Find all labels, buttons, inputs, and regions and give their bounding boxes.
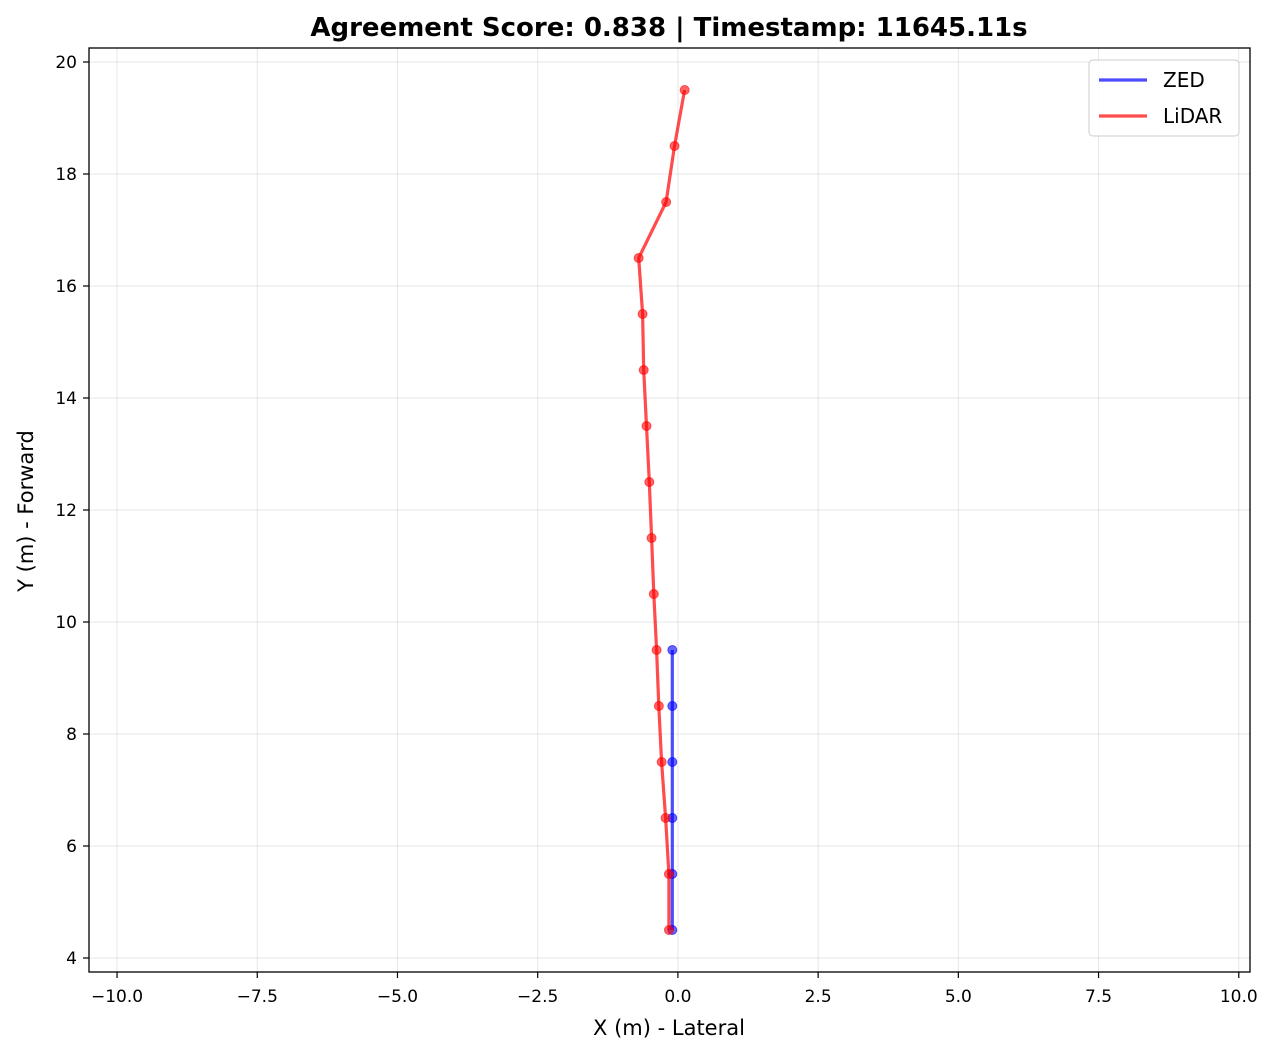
data-point-lidar xyxy=(660,813,671,823)
data-point-zed xyxy=(667,757,678,767)
x-tick-label: 2.5 xyxy=(805,987,832,1007)
data-point-lidar xyxy=(661,197,672,207)
series-lidar xyxy=(633,85,690,935)
y-tick-label: 6 xyxy=(66,837,77,857)
x-tick-label: 10.0 xyxy=(1220,987,1258,1007)
data-point-lidar xyxy=(651,645,662,655)
legend-label: ZED xyxy=(1163,68,1205,92)
x-tick-label: 7.5 xyxy=(1085,987,1112,1007)
x-tick-label: −5.0 xyxy=(377,987,418,1007)
data-point-zed xyxy=(667,645,678,655)
data-point-lidar xyxy=(653,701,664,711)
y-tick-label: 20 xyxy=(55,53,77,73)
data-point-lidar xyxy=(663,925,674,935)
y-tick-label: 12 xyxy=(55,501,77,521)
legend: ZED LiDAR xyxy=(1088,59,1240,137)
x-tick-label: −2.5 xyxy=(517,987,558,1007)
y-tick-label: 16 xyxy=(55,277,77,297)
data-point-lidar xyxy=(638,365,649,375)
data-point-lidar xyxy=(641,421,652,431)
y-tick-label: 18 xyxy=(55,165,77,185)
y-axis-ticks: 4 6 8 10 12 14 16 18 20 xyxy=(55,53,89,969)
data-point-zed xyxy=(667,701,678,711)
data-point-lidar xyxy=(648,589,659,599)
y-tick-label: 14 xyxy=(55,389,77,409)
data-point-lidar xyxy=(669,141,680,151)
y-axis-label: Y (m) - Forward xyxy=(14,430,38,593)
data-point-lidar xyxy=(633,253,644,263)
data-point-lidar xyxy=(637,309,648,319)
y-tick-label: 4 xyxy=(66,949,77,969)
legend-item-lidar: LiDAR xyxy=(1099,104,1222,128)
y-tick-label: 10 xyxy=(55,613,77,633)
data-point-lidar xyxy=(644,477,655,487)
data-point-lidar xyxy=(663,869,674,879)
data-point-lidar xyxy=(656,757,667,767)
x-tick-label: −7.5 xyxy=(237,987,278,1007)
series-line-lidar xyxy=(637,89,687,930)
y-tick-label: 8 xyxy=(66,725,77,745)
data-point-lidar xyxy=(679,85,690,95)
legend-label: LiDAR xyxy=(1163,104,1222,128)
x-tick-label: 5.0 xyxy=(945,987,972,1007)
legend-item-zed: ZED xyxy=(1099,68,1205,92)
data-point-lidar xyxy=(646,533,657,543)
series-layer xyxy=(633,85,690,935)
x-tick-label: 0.0 xyxy=(664,987,691,1007)
x-tick-label: −10.0 xyxy=(91,987,143,1007)
x-axis-ticks: −10.0 −7.5 −5.0 −2.5 0.0 2.5 5.0 7.5 10.0 xyxy=(91,972,1258,1007)
chart-title: Agreement Score: 0.838 | Timestamp: 1164… xyxy=(310,13,1027,43)
x-axis-label: X (m) - Lateral xyxy=(593,1016,745,1040)
